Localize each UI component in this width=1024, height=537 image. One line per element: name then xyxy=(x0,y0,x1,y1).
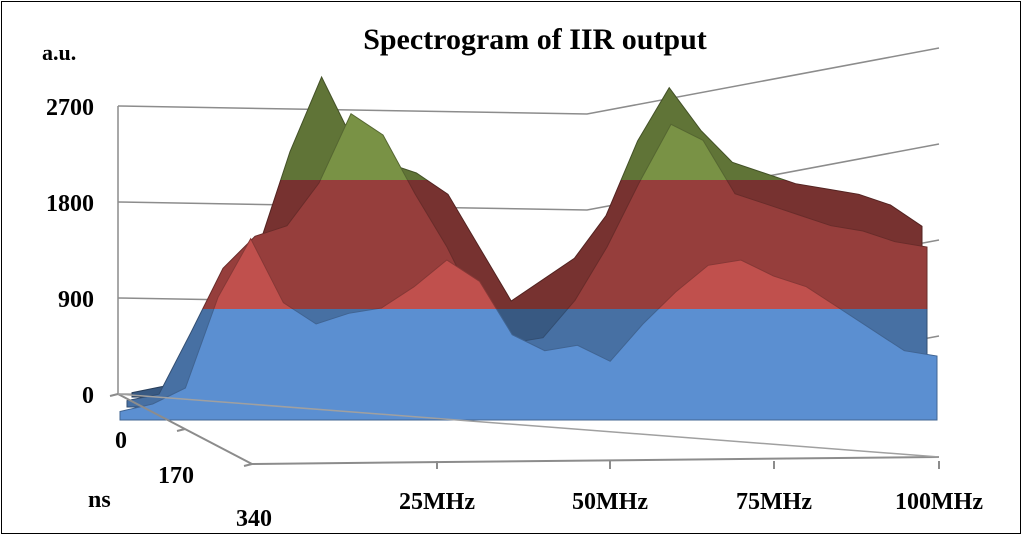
z-axis-label: a.u. xyxy=(42,40,76,65)
frequency-axis-line xyxy=(251,456,940,465)
y-tick-label-0: 0 xyxy=(115,428,127,454)
z-tick-label-2700: 2700 xyxy=(46,95,94,121)
x-tick-label-75MHz: 75MHz xyxy=(736,489,812,515)
surface-front-band-1 xyxy=(213,237,842,309)
surface-front-band-0 xyxy=(119,309,938,421)
x-tick-label-100MHz: 100MHz xyxy=(895,489,983,515)
x-tick-label-50MHz: 50MHz xyxy=(572,489,648,515)
y-tick-label-170: 170 xyxy=(158,463,194,489)
x-tick-label-25MHz: 25MHz xyxy=(399,489,475,515)
floor-diagonal xyxy=(117,393,940,458)
z-tick-label-900: 900 xyxy=(58,287,94,313)
y-tick-label-340: 340 xyxy=(236,506,272,532)
z-tick-label-0: 0 xyxy=(82,383,94,409)
depth-tick-2 xyxy=(243,463,253,467)
z-tick-label-1800: 1800 xyxy=(46,191,94,217)
surface-slice-front xyxy=(119,237,938,421)
y-tick-labels: 0 170 340 xyxy=(115,428,272,532)
axes xyxy=(109,393,940,469)
depth-tick-1 xyxy=(176,428,186,432)
surface-plot xyxy=(119,75,938,421)
surface-mid-band-2 xyxy=(319,112,728,180)
z-tick-labels: 0 900 1800 2700 xyxy=(46,95,94,409)
x-tick-labels: 25MHz 50MHz 75MHz 100MHz xyxy=(399,489,983,515)
chart-title: Spectrogram of IIR output xyxy=(363,23,707,56)
depth-tick-0 xyxy=(109,393,119,397)
gridline-z-2700 xyxy=(117,47,940,115)
y-axis-label: ns xyxy=(88,487,111,513)
